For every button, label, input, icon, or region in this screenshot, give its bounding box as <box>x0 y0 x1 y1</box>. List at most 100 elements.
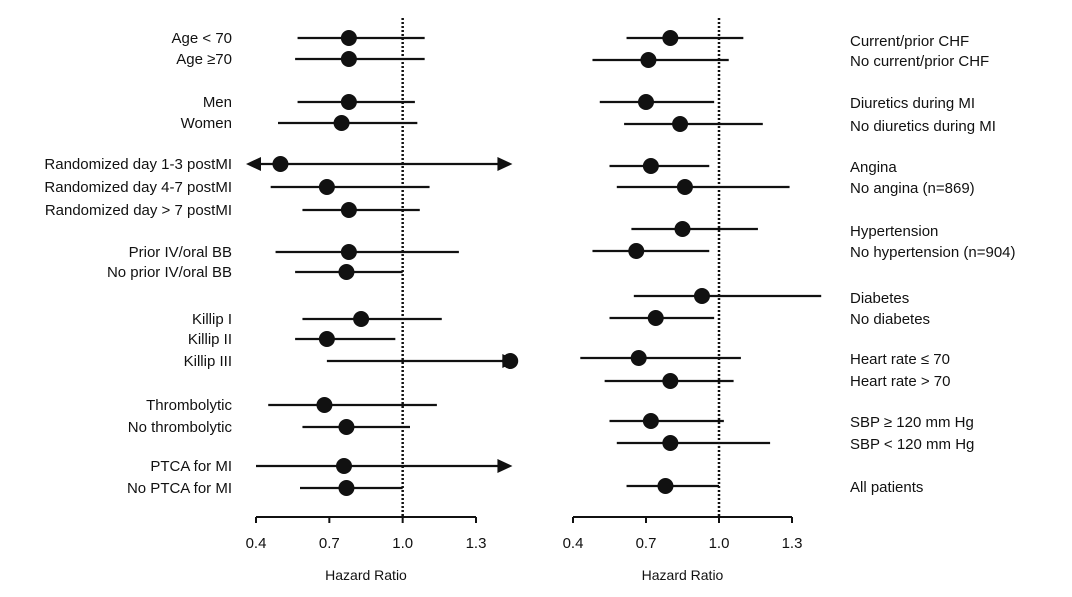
hazard-ratio-point <box>642 413 659 429</box>
forest-panel-1: 0.4 0.7 1.0 1.3 Hazard Ratio Age < 70 Age ≥70 M… <box>44 18 519 583</box>
x-tick-label: 0.7 <box>319 535 340 552</box>
row-label: No prior IV/oral BB <box>107 264 232 281</box>
hazard-ratio-point <box>662 30 679 46</box>
row-label: No thrombolytic <box>128 419 233 436</box>
row-label: Thrombolytic <box>146 397 232 414</box>
hazard-ratio-point <box>340 244 357 260</box>
forest-row: No prior IV/oral BB <box>107 264 403 281</box>
row-label: Angina <box>850 159 897 176</box>
x-tick-label: 0.7 <box>636 535 657 552</box>
forest-row: No diuretics during MI <box>624 116 996 135</box>
forest-row: Killip II <box>188 331 396 348</box>
x-axis-title: Hazard Ratio <box>325 567 407 583</box>
hazard-ratio-point <box>316 397 333 413</box>
row-label: No current/prior CHF <box>850 53 989 70</box>
arrow-right-icon <box>497 157 513 171</box>
forest-panel-2: 0.4 0.7 1.0 1.3 Hazard Ratio Current/prior CH… <box>563 18 1016 583</box>
x-axis-title: Hazard Ratio <box>642 567 724 583</box>
forest-row: PTCA for MI <box>150 458 513 475</box>
forest-row: No hypertension (n=904) <box>592 243 1016 261</box>
hazard-ratio-point <box>338 419 355 435</box>
hazard-ratio-point <box>333 115 350 131</box>
hazard-ratio-point <box>340 94 357 110</box>
row-label: Hypertension <box>850 223 938 240</box>
hazard-ratio-point <box>638 94 654 110</box>
hazard-ratio-point <box>662 373 679 389</box>
x-tick-label: 0.4 <box>563 535 584 552</box>
forest-row: Hypertension <box>631 221 938 240</box>
x-tick-label: 1.3 <box>466 535 487 552</box>
row-label: PTCA for MI <box>150 458 232 475</box>
forest-row: Killip I <box>192 311 442 328</box>
row-label: No PTCA for MI <box>127 480 232 497</box>
row-label: Randomized day 1-3 postMI <box>44 156 232 173</box>
row-label: All patients <box>850 479 923 496</box>
forest-row: Heart rate ≤ 70 <box>580 350 950 368</box>
forest-row: No diabetes <box>609 310 930 328</box>
forest-row: No thrombolytic <box>128 419 410 436</box>
row-label: Diabetes <box>850 290 909 307</box>
forest-row: SBP < 120 mm Hg <box>616 435 974 453</box>
row-label: No diabetes <box>850 311 930 328</box>
hazard-ratio-point <box>672 116 689 132</box>
forest-row: Angina <box>609 158 897 176</box>
row-label: Age < 70 <box>172 30 232 47</box>
hazard-ratio-point <box>640 52 657 68</box>
row-label: Age ≥70 <box>176 51 232 68</box>
row-label: Women <box>181 115 232 132</box>
forest-row: All patients <box>626 478 923 496</box>
forest-row: No angina (n=869) <box>616 179 975 197</box>
forest-row: Current/prior CHF <box>626 30 969 50</box>
forest-row: Diuretics during MI <box>599 94 975 112</box>
x-tick-label: 0.4 <box>246 535 267 552</box>
forest-row: No PTCA for MI <box>127 480 403 497</box>
forest-row: Randomized day 4-7 postMI <box>44 179 430 196</box>
row-label: No angina (n=869) <box>850 180 975 197</box>
hazard-ratio-point <box>502 353 519 369</box>
row-label: Killip I <box>192 311 232 328</box>
row-label: SBP < 120 mm Hg <box>850 436 974 453</box>
row-label: Prior IV/oral BB <box>129 244 232 261</box>
forest-row: Heart rate > 70 <box>604 373 950 390</box>
hazard-ratio-point <box>676 179 693 195</box>
forest-row: Killip III <box>184 353 519 370</box>
hazard-ratio-point <box>318 179 335 195</box>
forest-row: Age ≥70 <box>176 51 425 68</box>
hazard-ratio-point <box>340 51 357 67</box>
forest-row: Women <box>181 115 418 132</box>
hazard-ratio-point <box>630 350 647 366</box>
hazard-ratio-point <box>340 30 357 46</box>
hazard-ratio-point <box>340 202 357 218</box>
row-label: Diuretics during MI <box>850 95 975 112</box>
row-label: Killip III <box>184 353 232 370</box>
row-label: Killip II <box>188 331 232 348</box>
row-label: Heart rate > 70 <box>850 373 950 390</box>
x-tick-label: 1.0 <box>392 535 413 552</box>
forest-row: No current/prior CHF <box>592 52 989 70</box>
hazard-ratio-point <box>338 264 355 280</box>
row-label: Heart rate ≤ 70 <box>850 351 950 368</box>
hazard-ratio-point <box>674 221 691 237</box>
hazard-ratio-point <box>642 158 659 174</box>
forest-row: Men <box>203 94 415 111</box>
forest-row: Thrombolytic <box>146 397 437 414</box>
hazard-ratio-point <box>318 331 335 347</box>
hazard-ratio-point <box>353 311 370 327</box>
hazard-ratio-point <box>336 458 352 474</box>
hazard-ratio-point <box>662 435 679 451</box>
forest-row: Prior IV/oral BB <box>129 244 459 261</box>
hazard-ratio-point <box>338 480 355 496</box>
row-label: No hypertension (n=904) <box>850 244 1016 261</box>
row-label: No diuretics during MI <box>850 118 996 135</box>
hazard-ratio-point <box>657 478 674 494</box>
forest-row: SBP ≥ 120 mm Hg <box>609 413 974 431</box>
hazard-ratio-point <box>272 156 289 172</box>
hazard-ratio-point <box>693 288 710 304</box>
row-label: SBP ≥ 120 mm Hg <box>850 414 974 431</box>
x-tick-label: 1.3 <box>782 535 803 552</box>
hazard-ratio-point <box>647 310 664 326</box>
arrow-left-icon <box>246 157 261 171</box>
forest-row: Randomized day > 7 postMI <box>45 202 420 219</box>
